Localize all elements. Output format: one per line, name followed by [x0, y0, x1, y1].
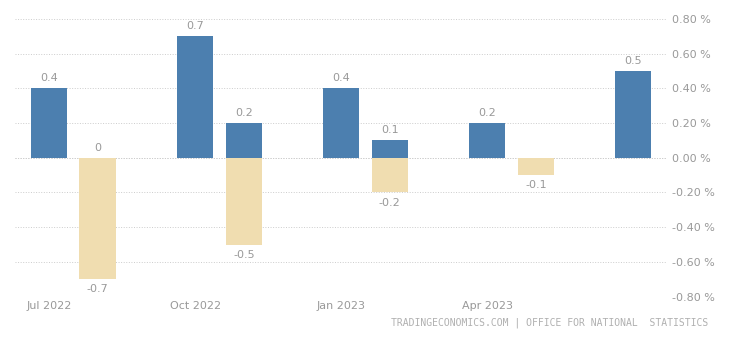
Bar	[226, 158, 262, 244]
Bar	[518, 158, 554, 175]
Bar	[226, 123, 262, 158]
Text: -0.1: -0.1	[525, 180, 547, 190]
Bar	[469, 123, 505, 158]
Bar	[31, 88, 67, 158]
Text: 0.2: 0.2	[478, 108, 496, 118]
Text: 0.2: 0.2	[235, 108, 253, 118]
Bar	[323, 88, 359, 158]
Bar	[177, 36, 213, 158]
Text: 0.1: 0.1	[381, 125, 399, 135]
Bar	[372, 140, 408, 158]
Text: 0.4: 0.4	[332, 73, 350, 83]
Bar	[372, 158, 408, 192]
Text: -0.7: -0.7	[87, 284, 109, 294]
Text: TRADINGECONOMICS.COM | OFFICE FOR NATIONAL  STATISTICS: TRADINGECONOMICS.COM | OFFICE FOR NATION…	[391, 318, 708, 328]
Text: 0: 0	[94, 142, 101, 153]
Text: 0.7: 0.7	[186, 21, 204, 31]
Text: 0.4: 0.4	[40, 73, 58, 83]
Bar	[80, 158, 116, 279]
Text: 0.5: 0.5	[624, 56, 642, 66]
Bar	[615, 71, 651, 158]
Text: -0.2: -0.2	[379, 198, 401, 208]
Text: -0.5: -0.5	[233, 250, 255, 260]
